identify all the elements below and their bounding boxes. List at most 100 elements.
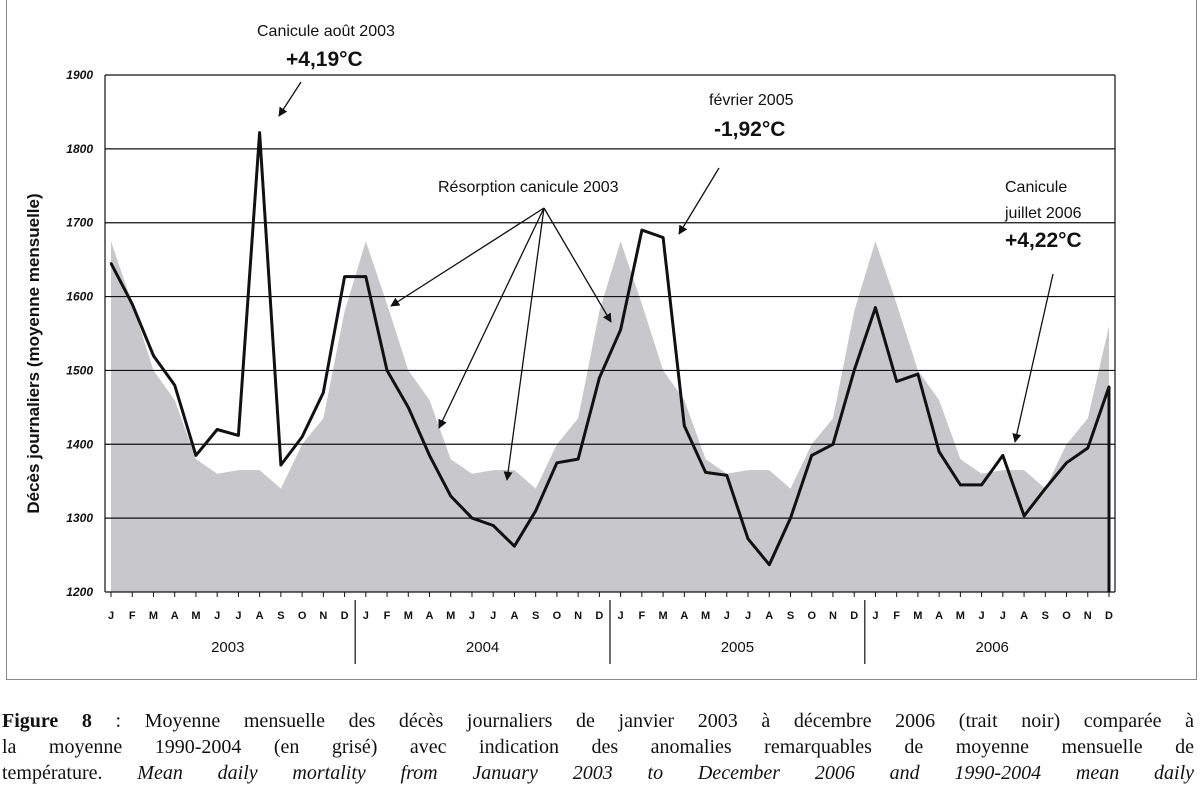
month-label: D [341, 610, 349, 622]
deaths-line [109, 131, 1111, 567]
month-label: S [1042, 610, 1049, 622]
month-label: M [404, 610, 413, 622]
annotation-fevrier-2005-title: février 2005 [709, 92, 794, 109]
deaths-point [661, 236, 665, 239]
deaths-point [916, 372, 920, 376]
annotation-arrow-resorption [390, 207, 545, 307]
y-tick-label-1200: 1200 [66, 585, 93, 599]
month-label: J [872, 610, 878, 622]
annotation-fevrier-2005-value: -1,92°C [714, 118, 785, 141]
y-tick-label-1300: 1300 [66, 511, 93, 525]
deaths-point [215, 428, 219, 431]
month-label: S [787, 610, 794, 622]
chart-frame: 1200 1300 1400 1500 1600 1700 1800 1900 J F M A M J J A… [6, 0, 1197, 680]
month-label: O [807, 610, 816, 622]
month-label: D [1105, 610, 1113, 622]
month-label: F [129, 610, 136, 622]
caption-line-3: température. Mean daily mortality from J… [2, 760, 1194, 786]
month-label: M [149, 610, 158, 622]
deaths-point [831, 443, 835, 446]
month-label: J [490, 610, 496, 622]
deaths-point [980, 483, 983, 487]
deaths-point [959, 483, 962, 487]
year-label-2004: 2004 [466, 639, 499, 656]
deaths-point [1065, 461, 1068, 464]
month-label: S [277, 610, 284, 622]
deaths-point [534, 509, 537, 512]
month-label: J [1000, 610, 1006, 622]
caption-text-3-en: Mean daily mortality from January 2003 t… [137, 762, 1194, 784]
month-label: F [384, 610, 391, 622]
y-axis-label: Décès journaliers (moyenne mensuelle) [24, 193, 43, 513]
deaths-point [109, 262, 113, 265]
month-label: J [618, 610, 624, 622]
deaths-point [194, 454, 198, 457]
annotation-arrow-2006 [1012, 273, 1054, 443]
deaths-point [683, 424, 686, 428]
y-tick-label-1800: 1800 [66, 142, 93, 156]
deaths-point [428, 454, 431, 457]
deaths-point [874, 306, 877, 309]
month-label: M [191, 610, 200, 622]
y-tick-label-1600: 1600 [66, 290, 93, 304]
deaths-point [300, 435, 304, 439]
annotation-canicule-2006-subtitle: juillet 2006 [1004, 205, 1082, 222]
caption-line-1: Figure 8 : Moyenne mensuelle des décès j… [2, 708, 1194, 734]
annotation-canicule-2003-title: Canicule août 2003 [257, 23, 395, 40]
month-label: D [850, 610, 858, 622]
deaths-point [1086, 446, 1089, 450]
month-label: N [1084, 610, 1092, 622]
deaths-point [385, 369, 389, 372]
annotation-arrow-resorption [503, 207, 545, 481]
deaths-point [449, 494, 452, 498]
month-label: S [532, 610, 539, 622]
caption-text-1: : Moyenne mensuelle des décès journalier… [91, 710, 1194, 732]
deaths-point [492, 524, 495, 527]
month-label: O [298, 610, 307, 622]
deaths-point [937, 450, 941, 453]
deaths-point [895, 380, 898, 383]
month-label: M [956, 610, 965, 622]
annotation-canicule-2006-value: +4,22°C [1005, 229, 1082, 252]
deaths-point [852, 369, 856, 372]
deaths-point [746, 537, 750, 541]
deaths-point [640, 228, 644, 232]
month-label: M [446, 610, 455, 622]
month-label: A [935, 610, 943, 622]
month-label: J [214, 610, 220, 622]
deaths-point [725, 474, 728, 477]
month-label: A [765, 610, 773, 622]
deaths-point [470, 516, 474, 520]
month-label: M [913, 610, 922, 622]
deaths-point [555, 461, 559, 464]
month-label: A [426, 610, 434, 622]
deaths-point [152, 354, 155, 357]
month-label: F [638, 610, 645, 622]
annotation-arrow-2003 [278, 81, 302, 117]
caption-text-3-fr: température. [2, 762, 138, 784]
y-tick-label-1400: 1400 [66, 437, 93, 451]
month-label: J [745, 610, 751, 622]
month-label: A [171, 610, 179, 622]
deaths-point [279, 463, 283, 467]
deaths-point [237, 434, 240, 437]
deaths-point [258, 131, 261, 134]
month-label: J [108, 610, 114, 622]
year-label-2006: 2006 [976, 639, 1009, 656]
deaths-point [322, 391, 325, 394]
month-label: A [1020, 610, 1028, 622]
month-label: J [979, 610, 985, 622]
month-label: J [724, 610, 730, 622]
y-tick-label-1500: 1500 [66, 363, 93, 377]
month-label: F [893, 610, 900, 622]
deaths-point [704, 471, 707, 474]
deaths-point [1001, 454, 1005, 457]
y-tick-label-1900: 1900 [66, 68, 93, 82]
deaths-point [131, 302, 134, 306]
deaths-point [343, 275, 346, 278]
month-label: J [469, 610, 475, 622]
y-tick-label-1700: 1700 [66, 216, 93, 230]
month-label: J [363, 610, 369, 622]
deaths-point [364, 275, 368, 278]
deaths-point [789, 516, 792, 520]
